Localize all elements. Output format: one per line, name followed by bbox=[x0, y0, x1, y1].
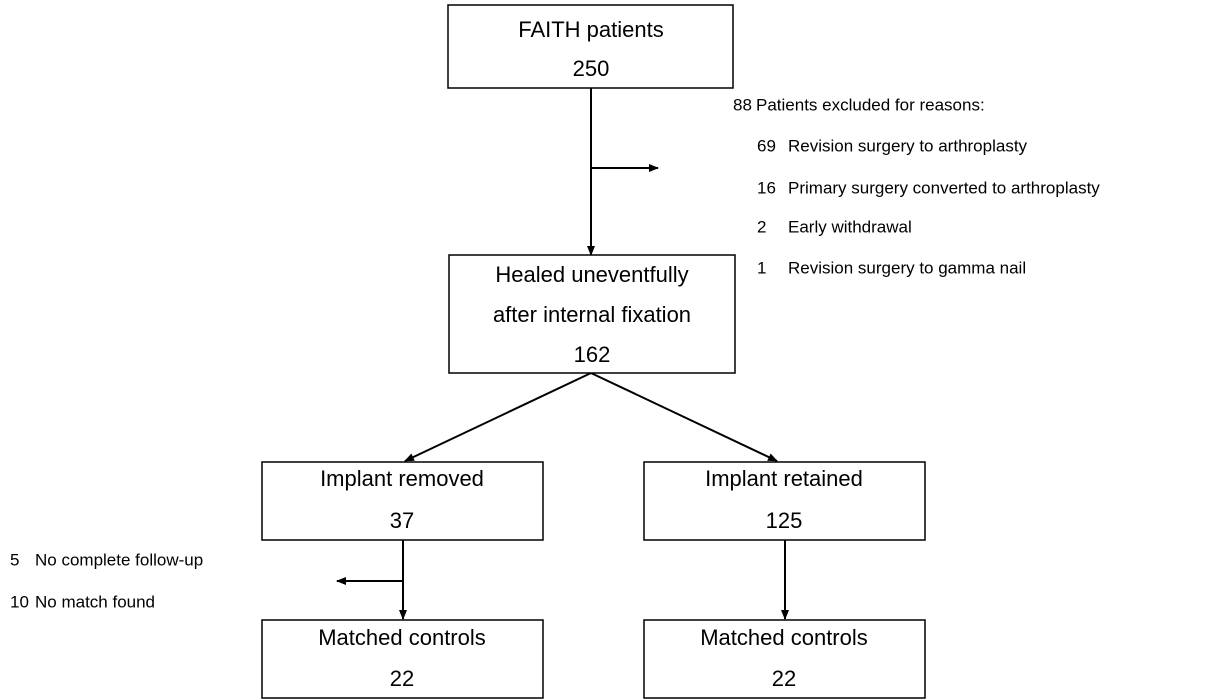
node: Matched controls 22 bbox=[643, 619, 926, 699]
item-reason: Revision surgery to gamma nail bbox=[788, 258, 1026, 277]
node: Implant retained 125 bbox=[643, 461, 926, 541]
connectors bbox=[336, 88, 789, 620]
node-count: 125 bbox=[766, 508, 803, 533]
item-count: 1 bbox=[757, 258, 766, 277]
item-reason: Revision surgery to arthroplasty bbox=[788, 136, 1028, 155]
node: FAITH patients 250 bbox=[447, 4, 734, 89]
item-count: 16 bbox=[757, 178, 776, 197]
item-reason: No match found bbox=[35, 592, 155, 611]
exclusion-count: 88 bbox=[733, 95, 752, 114]
item-count: 69 bbox=[757, 136, 776, 155]
arrow bbox=[404, 372, 592, 462]
item-reason: Early withdrawal bbox=[788, 217, 912, 236]
node: Implant removed 37 bbox=[261, 461, 544, 541]
item-count: 10 bbox=[10, 592, 29, 611]
node-box bbox=[261, 461, 544, 541]
node-count: 250 bbox=[573, 56, 610, 81]
node: Matched controls 22 bbox=[261, 619, 544, 699]
node-label: Matched controls bbox=[318, 625, 486, 650]
node-box bbox=[643, 619, 926, 699]
node: Healed uneventfully after internal fixat… bbox=[448, 254, 736, 374]
node-label: Implant removed bbox=[320, 466, 484, 491]
node-label: Implant retained bbox=[705, 466, 863, 491]
node-count: 37 bbox=[390, 508, 414, 533]
node-label: FAITH patients bbox=[518, 17, 664, 42]
item-count: 2 bbox=[757, 217, 766, 236]
exclusion-list: 88 Patients excluded for reasons: 69 Rev… bbox=[733, 95, 1100, 277]
node-count: 22 bbox=[390, 666, 414, 691]
node-count: 22 bbox=[772, 666, 796, 691]
node-box bbox=[643, 461, 926, 541]
exclusion-list: 5 No complete follow-up 10 No match foun… bbox=[10, 550, 203, 611]
item-reason: Primary surgery converted to arthroplast… bbox=[788, 178, 1100, 197]
node-count: 162 bbox=[574, 342, 611, 367]
node-label: Matched controls bbox=[700, 625, 868, 650]
node-label: Healed uneventfully bbox=[495, 262, 688, 287]
item-reason: No complete follow-up bbox=[35, 550, 203, 569]
node-box bbox=[261, 619, 544, 699]
item-count: 5 bbox=[10, 550, 19, 569]
node-box bbox=[448, 254, 736, 374]
exclusion-title: Patients excluded for reasons: bbox=[756, 95, 985, 114]
node-box bbox=[447, 4, 734, 89]
node-label: after internal fixation bbox=[493, 302, 691, 327]
arrow bbox=[590, 372, 778, 462]
